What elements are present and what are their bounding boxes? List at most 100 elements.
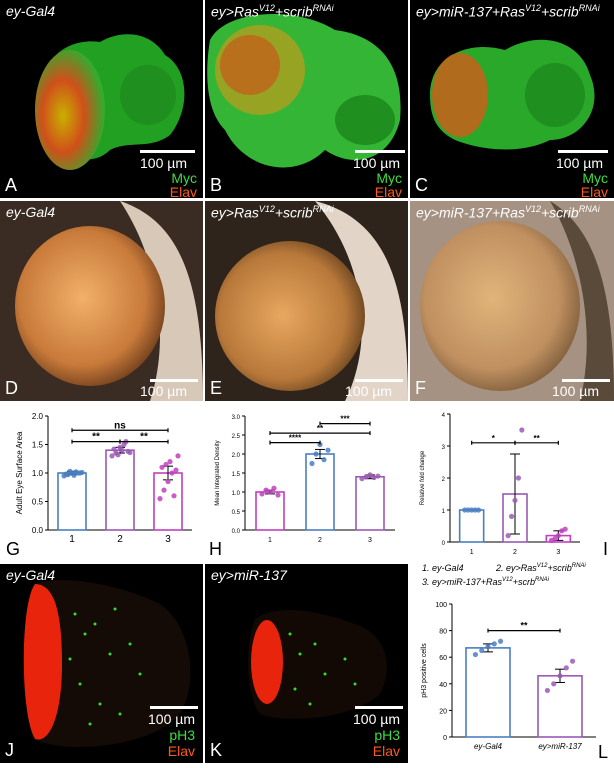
channel-label-red: Elav: [374, 184, 402, 198]
scale-bar: [562, 379, 610, 382]
y-tick-label: 3: [442, 445, 446, 451]
data-point: [275, 492, 281, 498]
y-tick-label: 4: [442, 413, 446, 419]
data-point: [271, 485, 277, 491]
data-point: [159, 464, 165, 470]
sig-label: *: [492, 434, 496, 443]
channel-label-green: pH3: [374, 727, 400, 743]
channel-label-green: Myc: [171, 170, 197, 186]
scale-label: 100 µm: [353, 155, 400, 171]
data-point: [71, 472, 77, 478]
panel-letter: L: [597, 742, 608, 762]
x-tick-label: ey-Gal4: [474, 742, 503, 751]
data-point: [544, 687, 551, 694]
data-point: [263, 487, 269, 493]
x-tick-label: 3: [556, 549, 560, 556]
y-tick-label: 40: [439, 682, 447, 689]
scale-label: 100 µm: [140, 383, 187, 399]
disc-image-a: [35, 34, 185, 170]
data-point: [157, 496, 163, 502]
scale-bar: [140, 150, 195, 153]
legend-line-2: 2. ey>RasV12+scribRNAi: [496, 563, 586, 573]
y-tick-label: 0.5: [32, 498, 44, 507]
sig-label: **: [520, 621, 528, 631]
panel-title: ey>RasV12+scribRNAi: [211, 3, 334, 20]
y-tick-label: 2.0: [232, 453, 241, 459]
data-point: [497, 638, 504, 644]
panel-letter: B: [210, 175, 223, 195]
scale-label: 100 µm: [345, 383, 392, 399]
data-point: [367, 472, 373, 478]
data-point: [111, 446, 117, 452]
data-point: [167, 459, 173, 465]
panel-letter: A: [5, 175, 18, 195]
data-point: [519, 427, 525, 433]
scale-label: 100 µm: [140, 155, 187, 171]
panel-a: ey-Gal4 100 µm Myc Elav A: [0, 0, 203, 198]
y-tick-label: 3.0: [232, 415, 241, 421]
panel-letter: I: [602, 539, 608, 559]
data-point: [569, 658, 576, 664]
panel-letter: K: [210, 740, 223, 760]
y-tick-label: 1.5: [32, 441, 44, 450]
data-point: [313, 451, 319, 457]
bar: [537, 675, 583, 738]
bar: [305, 453, 335, 531]
chart-l: 0 20 40 60 80 100 pH3 positive cells ey-Gal4 ey>…: [410, 592, 614, 763]
bar: [458, 509, 485, 543]
y-tick-label: 0: [442, 541, 446, 547]
data-point: [173, 467, 179, 473]
data-point: [127, 449, 133, 456]
disc-image-k: [248, 609, 387, 719]
bar: [465, 647, 511, 738]
scale-bar: [150, 379, 198, 382]
y-tick-label: 2: [442, 477, 446, 483]
panel-title: ey>miR-137: [211, 567, 287, 583]
disc-image-b: [207, 13, 401, 168]
data-point: [63, 471, 69, 477]
y-tick-label: 100: [435, 602, 447, 609]
sig-label: **: [534, 434, 541, 443]
data-point: [161, 487, 167, 493]
y-tick-label: 0.0: [232, 529, 241, 535]
chart-l-svg: 0 20 40 60 80 100 pH3 positive cells ey-Gal4 ey>…: [421, 602, 596, 751]
panel-letter: C: [415, 175, 428, 195]
data-point: [267, 489, 273, 495]
panel-letter: F: [415, 378, 426, 398]
x-tick-label: 3: [165, 534, 171, 545]
data-point: [309, 460, 315, 467]
data-point: [508, 513, 515, 519]
y-tick-label: 2.5: [232, 434, 241, 440]
data-point: [79, 469, 85, 476]
panel-e: ey>RasV12+scribRNAi 100 µm E: [205, 201, 408, 401]
panel-title: ey-Gal4: [6, 3, 56, 19]
bar: [57, 472, 87, 531]
channel-label-red: Elav: [580, 184, 608, 198]
sig-label: ****: [289, 434, 302, 443]
panel-f: ey>miR-137+RasV12+scribRNAi 100 µm F: [410, 201, 614, 401]
data-point: [475, 507, 482, 513]
legend-line-1: 1. ey-Gal4: [422, 563, 464, 573]
panel-title: ey>miR-137+RasV12+scribRNAi: [416, 204, 600, 221]
channel-label-red: Elav: [169, 184, 197, 198]
data-point: [485, 643, 491, 650]
data-point: [563, 665, 569, 671]
y-axis-label: pH3 positive cells: [421, 643, 428, 698]
data-point: [479, 647, 485, 654]
data-point: [175, 453, 181, 459]
y-tick-label: 1: [442, 509, 446, 515]
y-tick-label: 2.0: [32, 412, 44, 421]
data-point: [165, 478, 171, 485]
data-point: [555, 533, 561, 539]
y-axis-label: Relative fold change: [420, 450, 426, 505]
panel-letter: G: [6, 539, 21, 559]
data-point: [325, 447, 331, 453]
data-point: [562, 526, 568, 532]
disc-image-j: [23, 580, 191, 747]
sig-label: ns: [114, 420, 126, 431]
data-point: [119, 447, 125, 453]
data-point: [75, 470, 81, 476]
legend-line-3: 3. ey>miR-137+RasV12+scrbRNAi: [422, 577, 550, 587]
sig-label: **: [317, 424, 324, 433]
